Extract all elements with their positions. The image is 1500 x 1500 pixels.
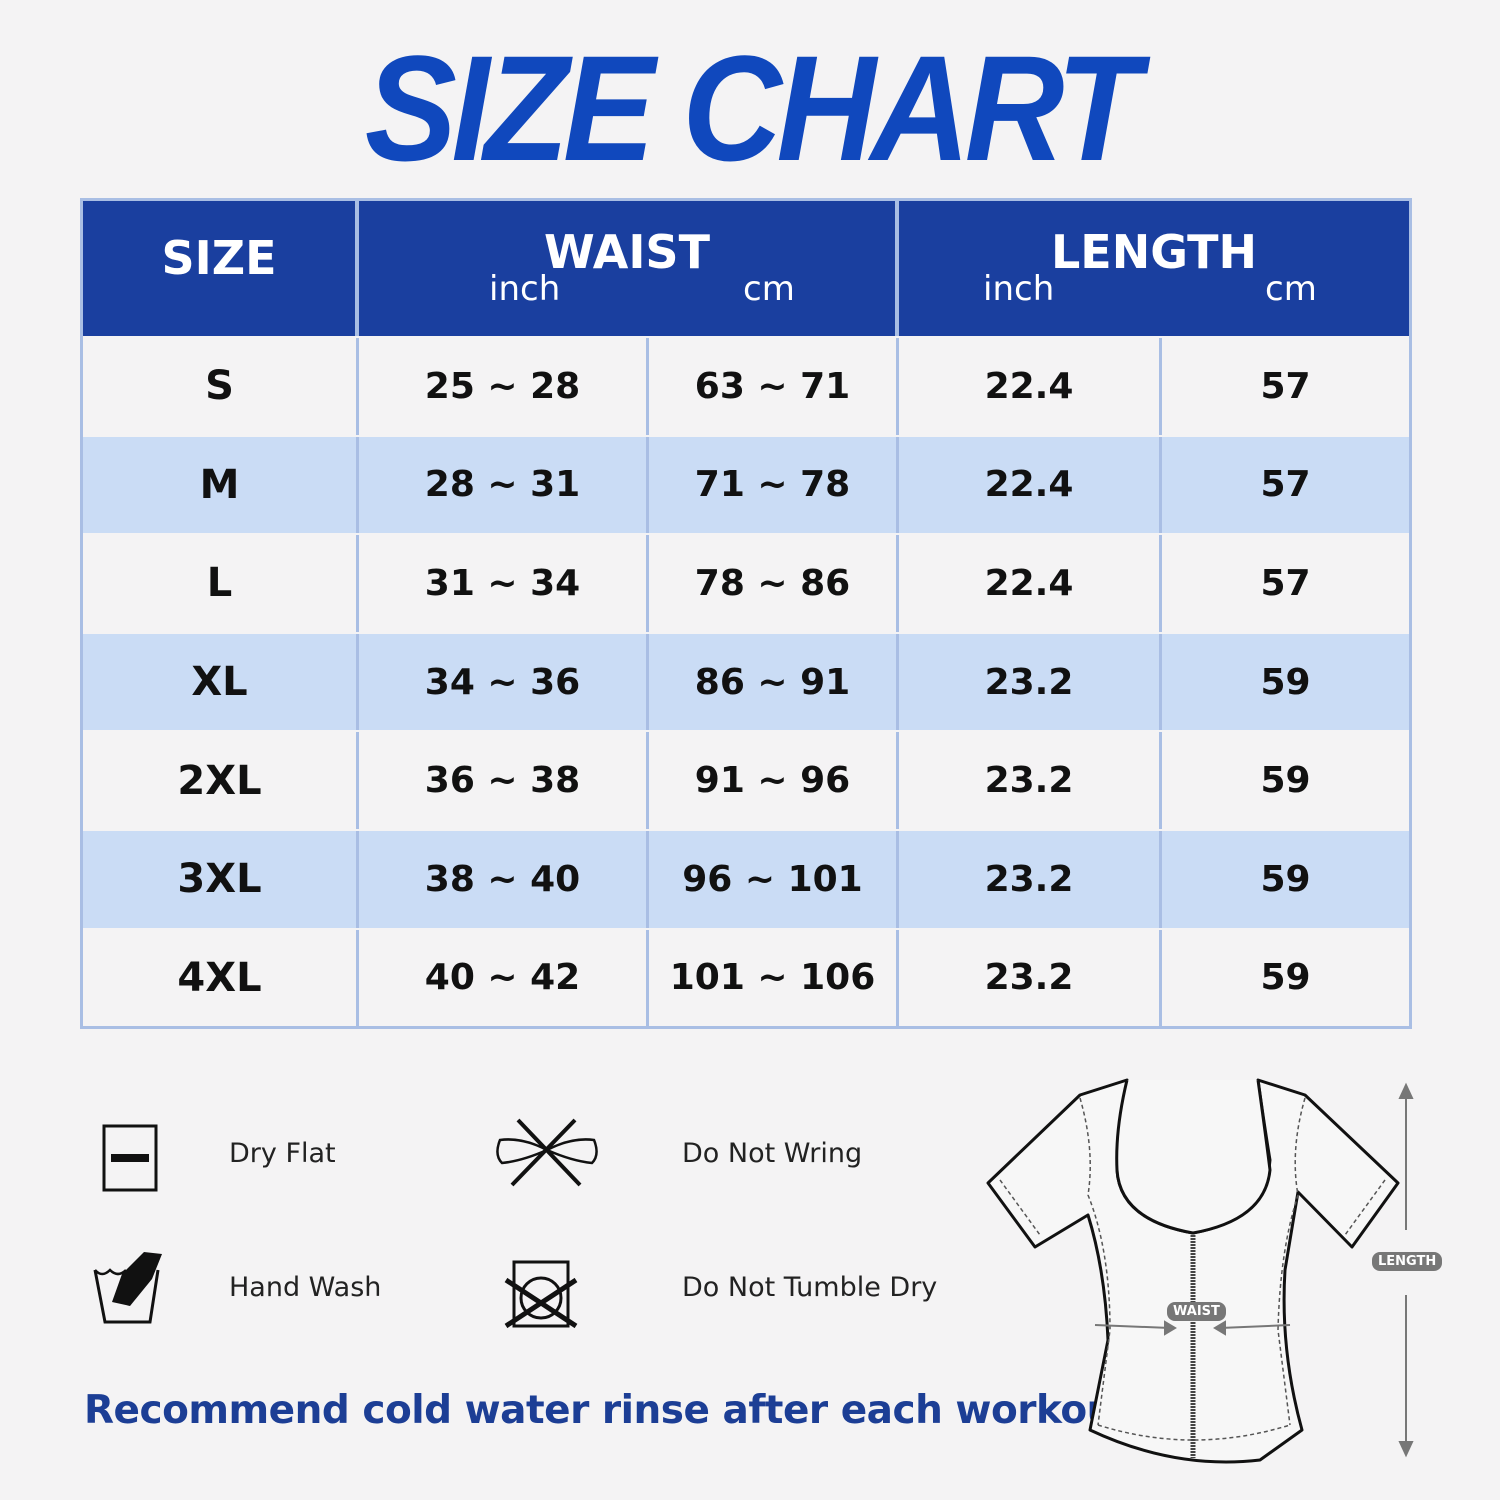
size-table: SIZE WAIST inch cm LENGTH inch cm S 25 ~ … (80, 198, 1412, 1030)
length-cm-unit: cm (1265, 269, 1317, 309)
table-row: 3XL 38 ~ 40 96 ~ 101 23.2 59 (83, 828, 1409, 928)
length-inch-unit: inch (983, 269, 1055, 309)
cell-size: 3XL (83, 830, 359, 928)
table-row: M 28 ~ 31 71 ~ 78 22.4 57 (83, 434, 1409, 534)
header-size: SIZE (83, 201, 359, 336)
cell-waist-inch: 25 ~ 28 (359, 338, 649, 435)
header-waist: WAIST inch cm (359, 201, 899, 336)
cell-waist-inch: 40 ~ 42 (359, 929, 649, 1027)
waist-inch-unit: inch (489, 269, 561, 309)
table-body: S 25 ~ 28 63 ~ 71 22.4 57 M 28 ~ 31 71 ~ 78 22.4… (83, 336, 1409, 1027)
cell-waist-inch: 38 ~ 40 (359, 830, 649, 928)
care-label-do-not-wring: Do Not Wring (682, 1138, 863, 1169)
table-header: SIZE WAIST inch cm LENGTH inch cm (83, 201, 1409, 336)
cell-length-inch: 23.2 (899, 830, 1162, 928)
cell-length-cm: 59 (1260, 957, 1311, 999)
cell-length-inch: 23.2 (899, 732, 1162, 829)
cell-length-inch: 22.4 (899, 535, 1162, 632)
cell-length-cm: 59 (1260, 760, 1311, 802)
cell-size: M (83, 436, 359, 534)
cell-size: S (83, 338, 359, 435)
care-label-hand-wash: Hand Wash (229, 1272, 382, 1303)
do-not-tumble-dry-icon (504, 1260, 578, 1329)
waist-label: WAIST (1167, 1302, 1226, 1321)
header-length: LENGTH inch cm (899, 201, 1409, 336)
cell-length-inch: 22.4 (899, 436, 1162, 534)
cell-length-inch: 22.4 (899, 338, 1162, 435)
cell-size: XL (83, 633, 359, 731)
care-label-do-not-tumble-dry: Do Not Tumble Dry (682, 1272, 938, 1303)
cell-length-inch: 23.2 (899, 929, 1162, 1027)
cell-size: 2XL (83, 732, 359, 829)
care-label-dry-flat: Dry Flat (229, 1138, 336, 1169)
dry-flat-icon (102, 1124, 158, 1192)
cell-waist-cm: 96 ~ 101 (649, 830, 899, 928)
garment-diagram (986, 1078, 1414, 1464)
care-note: Recommend cold water rinse after each wo… (84, 1388, 1147, 1433)
cell-waist-inch: 36 ~ 38 (359, 732, 649, 829)
cell-length-cm: 57 (1260, 562, 1311, 604)
cell-size: 4XL (83, 929, 359, 1027)
cell-waist-inch: 34 ~ 36 (359, 633, 649, 731)
cell-waist-cm: 63 ~ 71 (649, 338, 899, 435)
hand-wash-icon (93, 1252, 162, 1324)
header-length-label: LENGTH (1050, 225, 1258, 279)
header-size-label: SIZE (161, 231, 277, 285)
cell-waist-inch: 31 ~ 34 (359, 535, 649, 632)
table-row: XL 34 ~ 36 86 ~ 91 23.2 59 (83, 631, 1409, 731)
header-waist-label: WAIST (544, 225, 710, 279)
do-not-wring-icon (496, 1118, 598, 1187)
cell-waist-cm: 101 ~ 106 (649, 929, 899, 1027)
cell-size: L (83, 535, 359, 632)
cell-length-inch: 23.2 (899, 633, 1162, 731)
cell-length-cm: 57 (1260, 464, 1311, 506)
length-label: LENGTH (1372, 1252, 1443, 1271)
table-row: 4XL 40 ~ 42 101 ~ 106 23.2 59 (83, 927, 1409, 1027)
cell-waist-cm: 71 ~ 78 (649, 436, 899, 534)
table-row: L 31 ~ 34 78 ~ 86 22.4 57 (83, 533, 1409, 632)
cell-length-cm: 57 (1260, 365, 1311, 407)
cell-waist-inch: 28 ~ 31 (359, 436, 649, 534)
cell-waist-cm: 91 ~ 96 (649, 732, 899, 829)
page-title: SIZE CHART (364, 24, 1141, 192)
waist-cm-unit: cm (743, 269, 795, 309)
cell-waist-cm: 78 ~ 86 (649, 535, 899, 632)
cell-waist-cm: 86 ~ 91 (649, 633, 899, 731)
table-row: 2XL 36 ~ 38 91 ~ 96 23.2 59 (83, 730, 1409, 829)
cell-length-cm: 59 (1260, 858, 1311, 900)
table-row: S 25 ~ 28 63 ~ 71 22.4 57 (83, 336, 1409, 435)
cell-length-cm: 59 (1260, 661, 1311, 703)
